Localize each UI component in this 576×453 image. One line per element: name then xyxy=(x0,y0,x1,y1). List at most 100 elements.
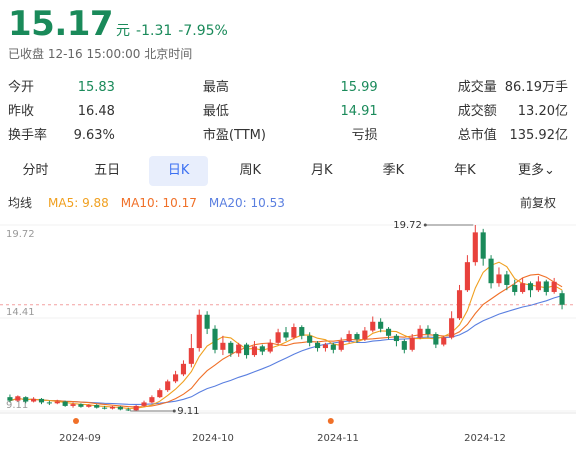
candle-body xyxy=(94,405,100,408)
candle-body xyxy=(409,337,415,350)
stats-row: 换手率 9.63% 市盈(TTM) 亏损 总市值 135.92亿 xyxy=(8,124,568,148)
stat-value: 13.20亿 xyxy=(517,104,568,119)
candle-body xyxy=(417,328,423,338)
y-tick-label: 19.72 xyxy=(6,229,35,240)
candle-body xyxy=(212,328,218,350)
stat-value: 86.19万手 xyxy=(504,80,568,95)
stat-pe-ttm: 市盈(TTM) 亏损 xyxy=(203,124,378,148)
candle-body xyxy=(370,321,376,331)
adjust-mode-button[interactable]: 前复权 xyxy=(519,196,556,210)
candle-body xyxy=(109,406,116,409)
tab-daily-k[interactable]: 日K xyxy=(149,156,209,186)
candle-body xyxy=(385,328,392,336)
stat-market-cap: 总市值 135.92亿 xyxy=(458,124,568,148)
ma5-line xyxy=(9,261,563,410)
candle-body xyxy=(480,232,486,259)
candle-body xyxy=(86,405,92,407)
stat-label: 换手率 xyxy=(8,128,48,143)
candle-body xyxy=(362,330,368,340)
stat-value: 9.63% xyxy=(73,128,115,143)
tab-more-dropdown[interactable]: 更多⌄ xyxy=(518,163,555,178)
candle-body xyxy=(543,281,549,292)
tab-monthly-k[interactable]: 月K xyxy=(311,163,333,178)
candle-body xyxy=(527,283,534,291)
quote-header: 15.17 元 -1.31 -7.95% 已收盘 12-16 15:00:00 … xyxy=(8,4,228,62)
candle-body xyxy=(173,374,179,382)
tab-quarterly-k[interactable]: 季K xyxy=(382,163,405,178)
candle-body xyxy=(425,328,431,335)
price-change: -1.31 xyxy=(136,23,173,39)
candle-body xyxy=(196,314,202,349)
stat-value: 135.92亿 xyxy=(509,128,568,143)
stat-label: 昨收 xyxy=(8,104,35,119)
candle-body xyxy=(15,396,21,401)
candle-body xyxy=(180,363,187,375)
candle-body xyxy=(165,381,171,391)
candle-body xyxy=(125,409,131,411)
x-axis-date-label: 2024-10 xyxy=(192,433,234,444)
event-marker-dot xyxy=(327,418,334,424)
tab-five-day[interactable]: 五日 xyxy=(94,163,121,178)
stat-value: 15.99 xyxy=(340,80,378,95)
tab-weekly-k[interactable]: 周K xyxy=(239,163,261,178)
stat-label: 总市值 xyxy=(457,128,497,143)
ma20-value: MA20: 10.53 xyxy=(208,195,285,210)
high-annotation: 19.72 xyxy=(393,220,422,231)
candle-body xyxy=(314,342,321,349)
candle-body xyxy=(157,390,163,398)
candle-body xyxy=(535,281,541,291)
candle-body xyxy=(441,337,447,345)
current-price: 15.17 xyxy=(8,4,114,44)
candle-body xyxy=(7,397,13,401)
stat-label: 最高 xyxy=(202,80,229,95)
y-tick-label: 14.41 xyxy=(6,307,35,318)
x-axis-date-label: 2024-12 xyxy=(464,433,506,444)
y-tick-label: 9.11 xyxy=(6,400,28,411)
stat-label: 市盈(TTM) xyxy=(202,128,266,143)
stat-value: 14.91 xyxy=(340,104,378,119)
candle-body xyxy=(236,344,242,354)
candle-body xyxy=(141,402,147,406)
candle-body xyxy=(117,406,123,410)
candle-body xyxy=(504,274,510,285)
stat-low: 最低 14.91 xyxy=(203,100,378,124)
high-marker-dot xyxy=(423,223,427,227)
candle-body xyxy=(220,342,226,350)
x-axis-date-label: 2024-09 xyxy=(59,433,101,444)
candle-body xyxy=(31,398,37,402)
candle-body xyxy=(338,341,344,350)
candle-body xyxy=(496,274,502,284)
candle-body xyxy=(559,293,565,305)
candle-body xyxy=(188,348,194,364)
stat-prev-close: 昨收 16.48 xyxy=(8,100,115,124)
event-marker-dot xyxy=(73,418,79,424)
candle-body xyxy=(464,262,470,291)
low-annotation: 9.11 xyxy=(177,406,199,417)
candle-body xyxy=(228,342,234,354)
candle-body xyxy=(251,346,258,356)
tab-intraday[interactable]: 分时 xyxy=(22,163,49,178)
low-marker-dot xyxy=(172,409,176,413)
candle-body xyxy=(62,401,68,406)
kline-chart[interactable]: 19.72 14.41 9.11 19.72 9.11 2024-09 2024-10 202… xyxy=(0,215,576,453)
candle-body xyxy=(78,404,84,407)
candle-body xyxy=(449,318,455,338)
candle-body xyxy=(354,334,360,340)
ma10-value: MA10: 10.17 xyxy=(120,195,197,210)
candle-body xyxy=(275,332,281,343)
candle-body xyxy=(472,232,478,263)
stat-open: 今开 15.83 xyxy=(8,76,115,100)
ma20-line xyxy=(9,295,563,405)
tab-yearly-k[interactable]: 年K xyxy=(454,163,476,178)
market-status: 已收盘 12-16 15:00:00 北京时间 xyxy=(8,47,193,61)
candle-body xyxy=(204,314,210,329)
stat-value: 亏损 xyxy=(351,128,378,143)
candle-body xyxy=(346,334,352,342)
candle-body xyxy=(512,284,518,292)
candle-body xyxy=(488,258,494,284)
candle-body xyxy=(133,405,139,411)
candle-body xyxy=(456,290,463,319)
stat-label: 今开 xyxy=(8,80,35,95)
x-axis-date-label: 2024-11 xyxy=(317,433,359,444)
ma10-line xyxy=(9,273,563,408)
